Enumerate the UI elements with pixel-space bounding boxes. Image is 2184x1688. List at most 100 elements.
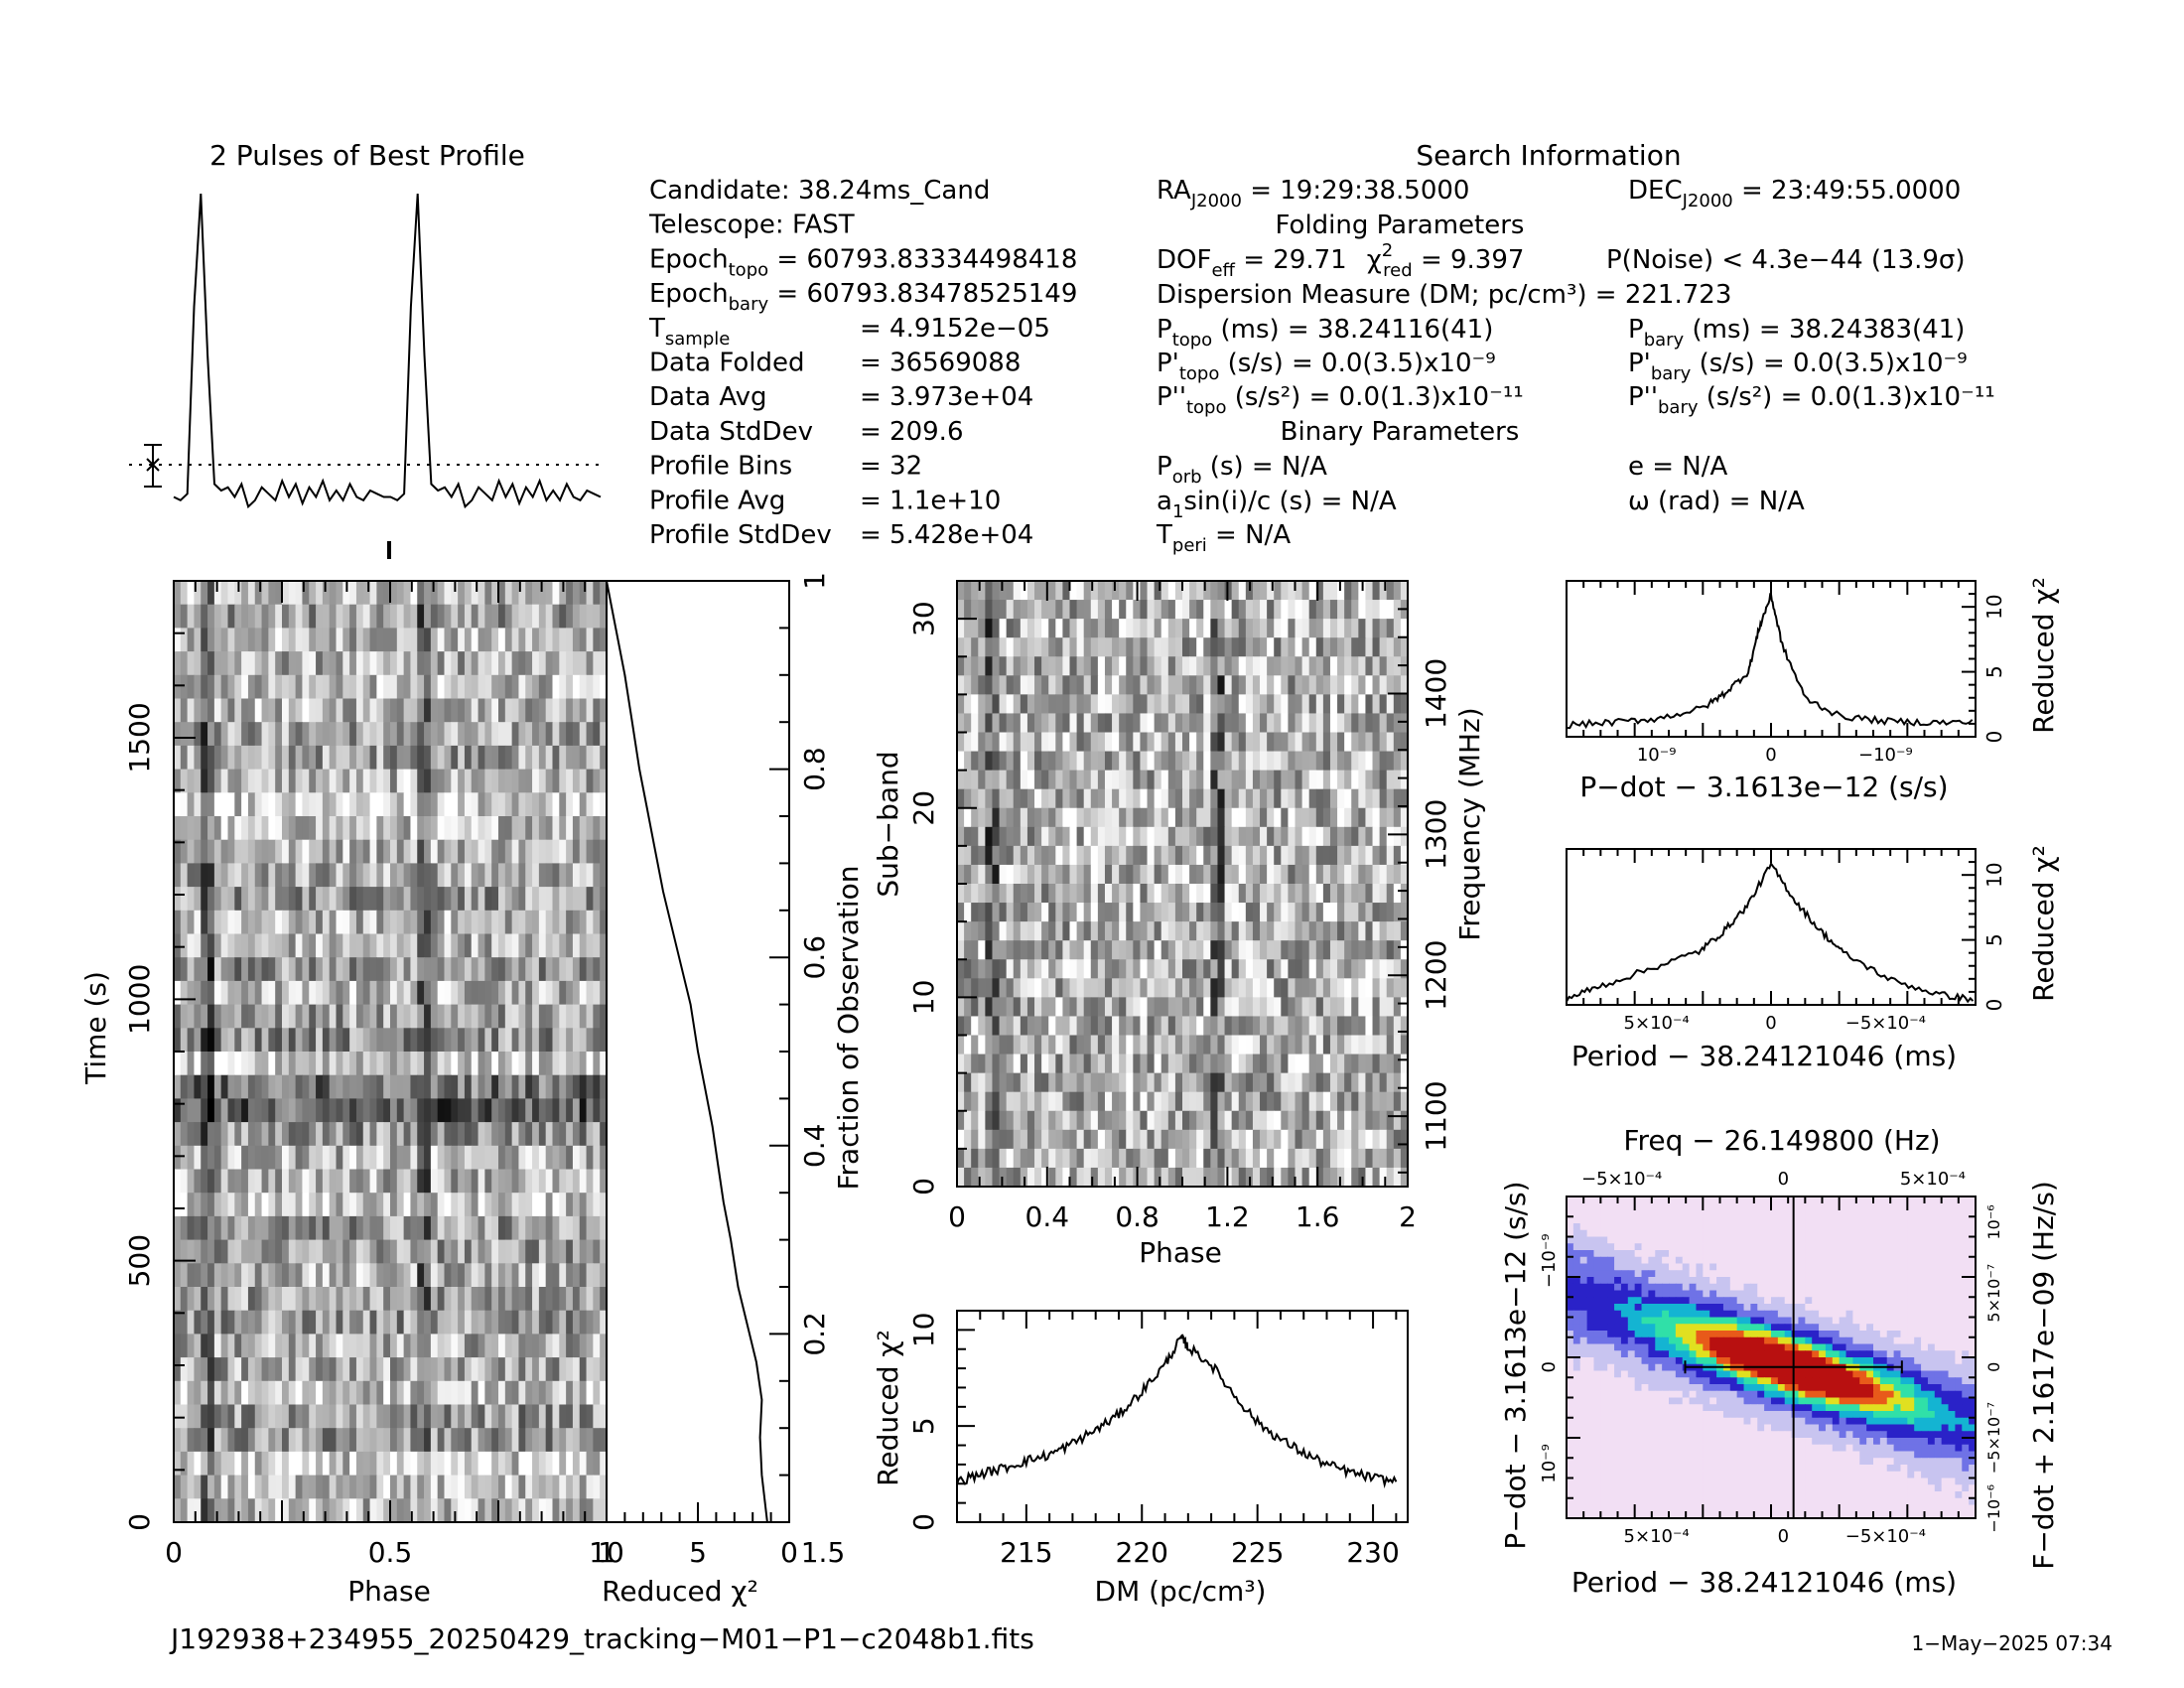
time-phase-cell — [566, 1122, 574, 1147]
time-phase-cell — [288, 745, 297, 771]
time-phase-cell — [559, 1310, 567, 1335]
subband-cell — [1026, 581, 1035, 601]
time-phase-cell — [282, 863, 290, 888]
time-phase-cell — [187, 863, 196, 888]
subband-cell — [1238, 1016, 1247, 1037]
time-phase-cell — [234, 792, 242, 817]
subband-cell — [1160, 619, 1169, 638]
time-phase-cell — [396, 1122, 405, 1147]
time-phase-cell — [247, 698, 256, 723]
time-phase-cell — [227, 1287, 235, 1312]
subband-cell — [1119, 864, 1127, 885]
subband-cell — [1182, 807, 1190, 828]
time-phase-cell — [458, 1028, 466, 1053]
time-phase-cell — [383, 745, 391, 771]
time-phase-cell — [213, 1475, 222, 1499]
subband-cell — [1189, 921, 1197, 941]
time-phase-cell — [504, 887, 513, 912]
time-phase-cell — [295, 651, 304, 676]
subband-cell — [1062, 656, 1071, 676]
subband-cell — [1140, 600, 1149, 620]
time-phase-cell — [410, 1052, 418, 1076]
subband-cell — [1112, 826, 1120, 847]
time-phase-cell — [268, 651, 276, 676]
time-phase-cell — [201, 1004, 208, 1029]
subband-cell — [1189, 826, 1197, 847]
subband-cell — [1026, 978, 1035, 998]
time-phase-cell — [207, 1239, 215, 1264]
subband-cell — [1274, 1110, 1282, 1131]
time-phase-cell — [396, 674, 405, 700]
time-phase-cell — [180, 957, 189, 982]
time-phase-cell — [355, 698, 364, 723]
subband-cell — [1231, 997, 1240, 1018]
time-phase-cell — [464, 957, 473, 982]
subband-cell — [1097, 1129, 1106, 1150]
subband-cell — [1196, 1054, 1204, 1074]
time-phase-cell — [424, 1193, 432, 1217]
time-phase-cell — [491, 1334, 499, 1358]
time-phase-cell — [410, 769, 418, 793]
time-phase-cell — [484, 1098, 492, 1123]
subband-cell — [992, 1148, 1001, 1169]
time-phase-cell — [275, 1052, 283, 1076]
subband-cell — [1238, 807, 1247, 828]
subband-cell — [964, 940, 972, 960]
subband-cell — [1154, 1072, 1162, 1093]
time-phase-cell — [545, 722, 554, 747]
time-phase-cell — [545, 1498, 554, 1523]
time-phase-cell — [355, 1404, 364, 1429]
subband-cell — [1400, 581, 1409, 601]
pdot-bary-line: P'bary (s/s) = 0.0(3.5)x10⁻⁹ — [1628, 349, 1968, 384]
time-phase-cell — [579, 1428, 588, 1453]
subband-cell — [971, 600, 979, 620]
subband-cell — [957, 940, 965, 960]
time-phase-cell — [600, 604, 608, 629]
subband-cell — [1034, 940, 1042, 960]
time-phase-cell — [362, 1451, 371, 1477]
subband-cell — [1055, 1167, 1064, 1188]
time-phase-cell — [349, 1404, 357, 1429]
subband-cell — [1379, 770, 1388, 790]
subband-cell — [1119, 997, 1127, 1018]
time-phase-cell — [254, 674, 263, 700]
subband-cell — [1351, 826, 1359, 847]
subband-cell — [1252, 940, 1261, 960]
time-phase-cell — [180, 1193, 189, 1217]
subband-cell — [1203, 637, 1211, 657]
subband-cell — [1252, 807, 1261, 828]
subband-cell — [1379, 1167, 1388, 1188]
subband-cell — [999, 884, 1008, 904]
subband-cell — [1140, 1129, 1149, 1150]
time-phase-cell — [187, 581, 196, 606]
subband-cell — [1034, 903, 1042, 922]
time-phase-cell — [532, 1004, 540, 1029]
subband-cell — [1020, 656, 1028, 676]
subband-cell — [1013, 1167, 1022, 1188]
subband-cell — [1308, 788, 1317, 809]
time-phase-cell — [288, 604, 297, 629]
time-phase-cell — [498, 1263, 506, 1288]
subband-cell — [1083, 1035, 1092, 1055]
subband-cell — [1189, 1035, 1197, 1055]
subband-cell — [1224, 732, 1233, 753]
subband-cell — [1231, 600, 1240, 620]
time-phase-cell — [329, 1239, 338, 1264]
subband-cell — [1379, 656, 1388, 676]
time-phase-cell — [586, 1239, 594, 1264]
time-phase-cell — [491, 910, 499, 935]
time-phase-cell — [403, 1357, 412, 1382]
subband-cell — [1112, 600, 1120, 620]
subband-cell — [957, 1072, 965, 1093]
subband-cell — [1288, 884, 1297, 904]
subband-cell — [971, 1091, 979, 1112]
subband-cell — [1140, 581, 1149, 601]
subband-cell — [1069, 903, 1078, 922]
subband-cell — [1203, 1110, 1211, 1131]
time-phase-cell — [478, 674, 485, 700]
subband-cell — [1055, 619, 1064, 638]
subband-cell — [1252, 788, 1261, 809]
subband-cell — [1147, 884, 1156, 904]
time-phase-cell — [518, 674, 526, 700]
subband-cell — [1308, 1072, 1317, 1093]
